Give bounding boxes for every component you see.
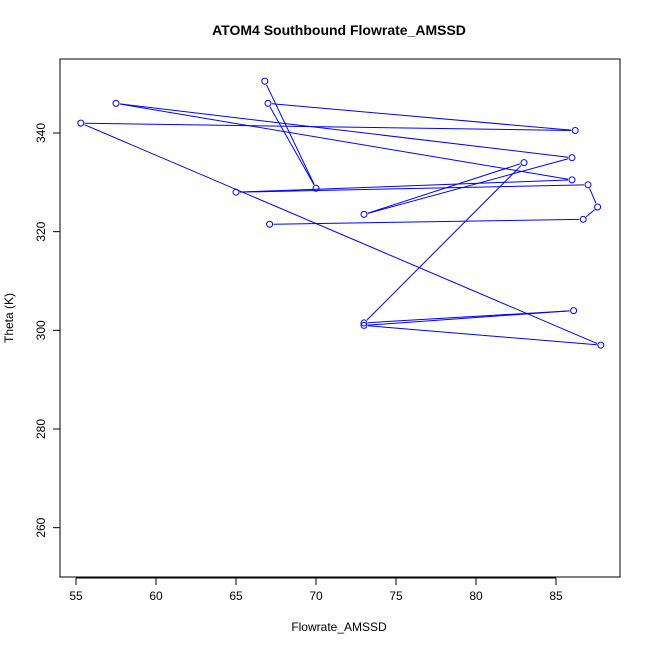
x-axis: 55 60 65 70 75 80 85 [69,577,563,603]
x-tick-label: 55 [69,589,83,603]
data-point [520,159,528,167]
data-point [568,176,576,184]
data-point [264,99,272,107]
data-point [266,220,274,228]
y-tick-label: 280 [34,419,48,439]
series-segment [119,103,569,158]
data-point [261,77,269,85]
x-tick-label: 85 [549,589,563,603]
y-tick-label: 340 [34,123,48,143]
y-tick-label: 320 [34,221,48,241]
x-tick-label: 75 [389,589,403,603]
data-point [77,119,85,127]
data-point [232,188,240,196]
y-axis-label: Theta (K) [2,293,16,343]
data-point [597,341,605,349]
x-tick-label: 80 [469,589,483,603]
data-point [312,184,320,192]
series-segment [589,188,597,204]
y-tick-label: 260 [34,517,48,537]
series-segment [585,209,595,218]
data-point [594,203,602,211]
data-point [360,319,368,327]
data-point [568,154,576,162]
series-segment [84,122,572,131]
data-point [579,215,587,223]
series-segment [367,325,597,346]
data-point [360,321,368,329]
data-point [584,181,592,189]
series-segment [273,218,580,225]
y-axis: 260 280 300 320 340 [34,123,61,538]
data-point [112,99,120,107]
series-segment [84,124,598,345]
data-point [571,127,579,135]
data-point [570,307,578,315]
series-segment [271,103,572,131]
series-segment [269,106,315,186]
series-layer [77,77,605,349]
series-segment [266,84,315,185]
series-segment [367,310,570,326]
series-segment [239,179,569,193]
x-tick-label: 70 [309,589,323,603]
series-segment [367,163,521,214]
series-segment [366,165,522,321]
series-segment [239,184,585,193]
chart-title: ATOM4 Southbound Flowrate_AMSSD [212,22,466,38]
series-segment [367,158,569,214]
data-point [360,210,368,218]
series-segment [119,103,569,180]
x-tick-label: 65 [229,589,243,603]
x-axis-label: Flowrate_AMSSD [291,620,387,634]
y-tick-label: 300 [34,320,48,340]
x-tick-label: 60 [149,589,163,603]
